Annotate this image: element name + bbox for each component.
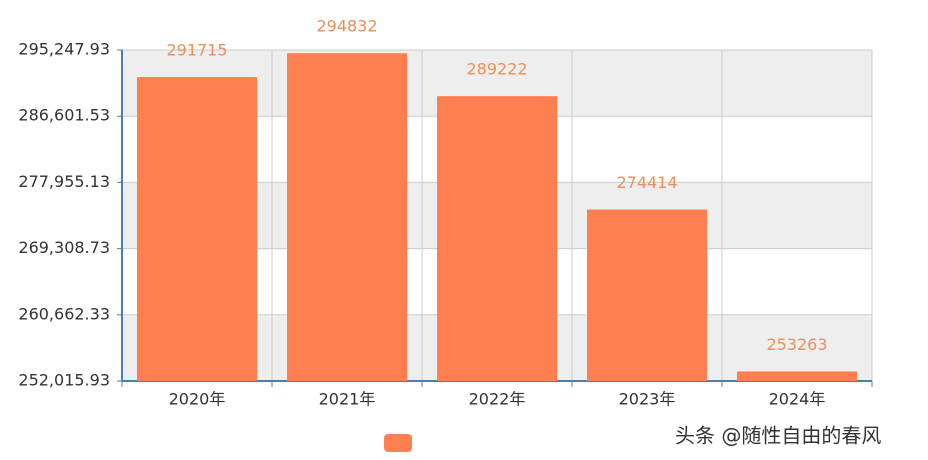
data-label: 274414 bbox=[616, 173, 677, 192]
y-tick-label: 277,955.13 bbox=[18, 172, 110, 191]
data-label: 289222 bbox=[466, 60, 527, 79]
y-tick-label: 295,247.93 bbox=[18, 40, 110, 59]
watermark: 头条 @随性自由的春风 bbox=[675, 424, 881, 448]
bar bbox=[437, 96, 557, 382]
data-label: 291715 bbox=[166, 41, 227, 60]
y-tick-label: 260,662.33 bbox=[18, 304, 110, 323]
bar bbox=[287, 53, 407, 382]
x-tick-label: 2024年 bbox=[769, 390, 826, 409]
data-label: 294832 bbox=[316, 17, 377, 36]
bar bbox=[587, 209, 707, 381]
x-tick-label: 2021年 bbox=[319, 390, 376, 409]
data-label: 253263 bbox=[766, 335, 827, 354]
y-tick-label: 252,015.93 bbox=[18, 371, 110, 390]
y-tick-label: 269,308.73 bbox=[18, 238, 110, 257]
x-tick-label: 2020年 bbox=[169, 390, 226, 409]
bar bbox=[137, 77, 257, 381]
bar bbox=[737, 371, 857, 381]
x-tick-label: 2022年 bbox=[469, 390, 526, 409]
legend-swatch bbox=[384, 434, 412, 452]
y-tick-label: 286,601.53 bbox=[18, 106, 110, 125]
x-tick-label: 2023年 bbox=[619, 390, 676, 409]
